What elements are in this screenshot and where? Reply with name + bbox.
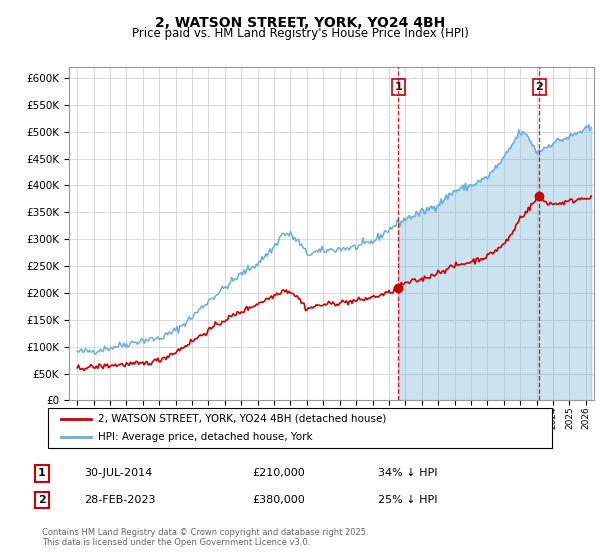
Text: Contains HM Land Registry data © Crown copyright and database right 2025.
This d: Contains HM Land Registry data © Crown c… <box>42 528 368 547</box>
Text: 28-FEB-2023: 28-FEB-2023 <box>84 495 155 505</box>
Text: 2, WATSON STREET, YORK, YO24 4BH: 2, WATSON STREET, YORK, YO24 4BH <box>155 16 445 30</box>
Text: 2, WATSON STREET, YORK, YO24 4BH (detached house): 2, WATSON STREET, YORK, YO24 4BH (detach… <box>98 414 387 423</box>
Text: 1: 1 <box>395 82 403 92</box>
Text: 34% ↓ HPI: 34% ↓ HPI <box>378 468 437 478</box>
Text: £210,000: £210,000 <box>252 468 305 478</box>
Text: £380,000: £380,000 <box>252 495 305 505</box>
FancyBboxPatch shape <box>48 408 552 448</box>
Text: 2: 2 <box>38 495 46 505</box>
Text: 1: 1 <box>38 468 46 478</box>
Text: 2: 2 <box>535 82 543 92</box>
Text: 25% ↓ HPI: 25% ↓ HPI <box>378 495 437 505</box>
Text: HPI: Average price, detached house, York: HPI: Average price, detached house, York <box>98 432 313 442</box>
Text: 30-JUL-2014: 30-JUL-2014 <box>84 468 152 478</box>
Text: Price paid vs. HM Land Registry's House Price Index (HPI): Price paid vs. HM Land Registry's House … <box>131 27 469 40</box>
